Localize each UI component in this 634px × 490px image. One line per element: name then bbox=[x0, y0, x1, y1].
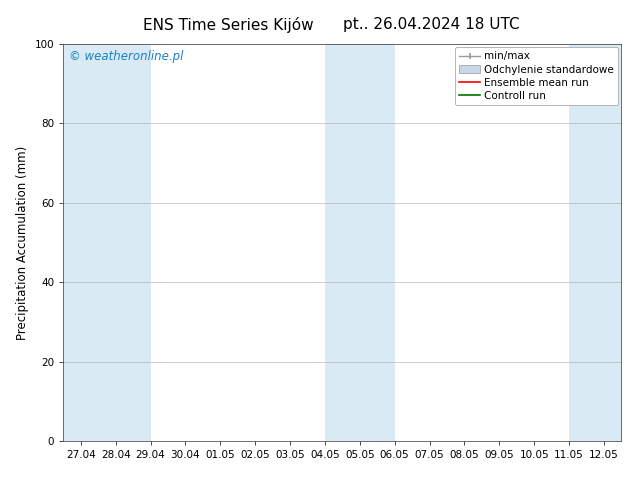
Text: ENS Time Series Kijów: ENS Time Series Kijów bbox=[143, 17, 314, 33]
Legend: min/max, Odchylenie standardowe, Ensemble mean run, Controll run: min/max, Odchylenie standardowe, Ensembl… bbox=[455, 47, 618, 105]
Y-axis label: Precipitation Accumulation (mm): Precipitation Accumulation (mm) bbox=[16, 146, 29, 340]
Bar bbox=[63, 44, 150, 441]
Bar bbox=[325, 44, 394, 441]
Bar bbox=[569, 44, 621, 441]
Text: © weatheronline.pl: © weatheronline.pl bbox=[69, 50, 183, 63]
Text: pt.. 26.04.2024 18 UTC: pt.. 26.04.2024 18 UTC bbox=[343, 17, 519, 32]
